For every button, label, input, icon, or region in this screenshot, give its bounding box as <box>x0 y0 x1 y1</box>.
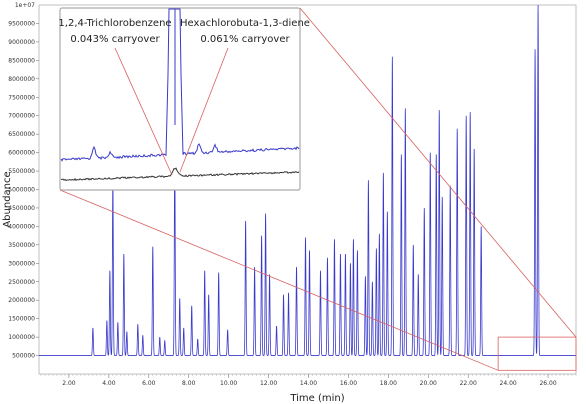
connector-line <box>299 7 577 338</box>
x-tick-label: 6.00 <box>142 380 156 387</box>
y-tick-label: 4000000 <box>8 223 35 230</box>
y-tick-label: 1000000 <box>8 334 35 341</box>
inset-compound-label: 1,2,4-Trichlorobenzene <box>58 18 171 29</box>
inset-panel: 1,2,4-Trichlorobenzene 0.043% carryover He… <box>58 7 310 191</box>
y-tick-label: 6500000 <box>8 131 35 138</box>
x-tick-label: 8.00 <box>182 380 196 387</box>
x-tick-label: 14.00 <box>300 380 317 387</box>
y-tick-label: 3000000 <box>8 260 35 267</box>
series-line <box>39 4 576 356</box>
y-tick-label: 500000 <box>12 353 35 360</box>
inset-frame <box>59 7 301 191</box>
series-group <box>39 4 576 356</box>
y-tick-label: 9000000 <box>8 39 35 46</box>
x-tick-label: 26.00 <box>539 380 556 387</box>
x-tick-label: 18.00 <box>380 380 397 387</box>
y-tick-label: 2500000 <box>8 279 35 286</box>
y-tick-label: 5500000 <box>8 168 35 175</box>
y-tick-label: 1500000 <box>8 316 35 323</box>
axes: 500000 1000000 1500000 2000000 2500000 300000… <box>2 2 577 404</box>
inset-compound-label: Hexachlorobuta-1,3-diene <box>180 18 310 29</box>
y-tick-label: 5000000 <box>8 187 35 194</box>
x-axis-title: Time (min) <box>289 393 344 404</box>
inset-pointer <box>114 47 173 176</box>
x-tick-label: 24.00 <box>500 380 517 387</box>
y-tick-label: 7500000 <box>8 94 35 101</box>
zoom-box <box>497 336 577 371</box>
x-tick-label: 12.00 <box>260 380 277 387</box>
x-tick-label: 4.00 <box>102 380 116 387</box>
x-tick-label: 22.00 <box>460 380 477 387</box>
x-tick-label: 16.00 <box>340 380 357 387</box>
y-tick-label: 3500000 <box>8 242 35 249</box>
y-tick-label: 9500000 <box>8 20 35 27</box>
y-tick-label: 6000000 <box>8 150 35 157</box>
inset-pointer <box>179 47 229 173</box>
y-axis-title: Abundance <box>2 171 13 227</box>
x-tick-label: 20.00 <box>420 380 437 387</box>
zoom-indicator <box>59 7 577 371</box>
y-tick-label: 8500000 <box>8 57 35 64</box>
y-multiplier-label: 1e+07 <box>15 2 35 9</box>
x-tick-label: 10.00 <box>220 380 237 387</box>
inset-series-line <box>60 167 300 182</box>
y-tick-label: 2000000 <box>8 297 35 304</box>
connector-line <box>59 189 499 371</box>
y-tick-label: 8000000 <box>8 76 35 83</box>
inset-series-line <box>60 8 300 162</box>
inset-carryover-label: 0.061% carryover <box>200 34 290 45</box>
inset-carryover-label: 0.043% carryover <box>70 34 160 45</box>
y-tick-label: 4500000 <box>8 205 35 212</box>
y-tick-label: 7000000 <box>8 113 35 120</box>
x-tick-label: 2.00 <box>62 380 76 387</box>
